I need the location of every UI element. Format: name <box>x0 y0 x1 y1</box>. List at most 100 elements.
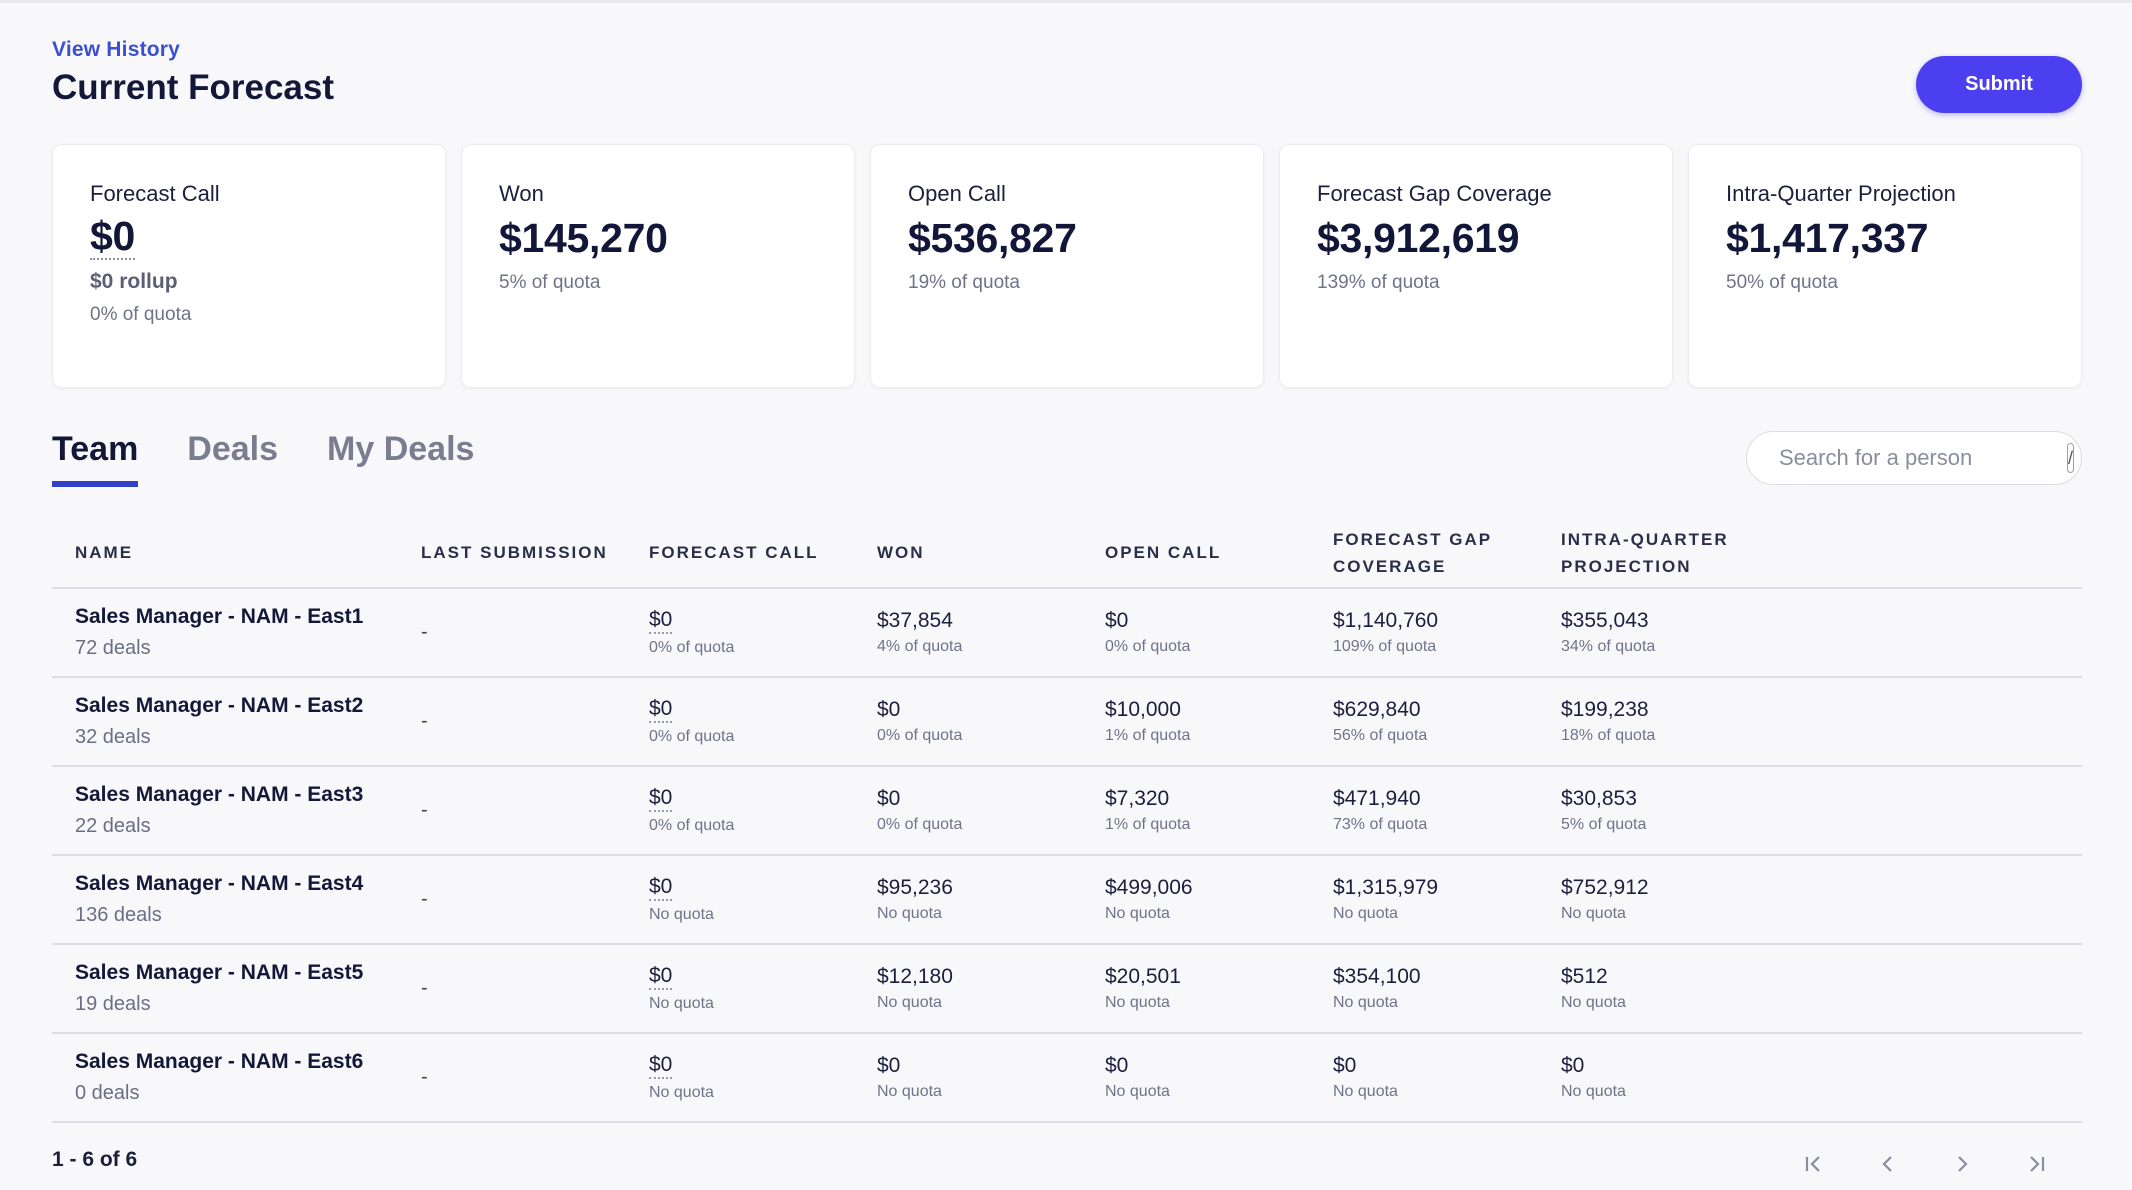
manager-name[interactable]: Sales Manager - NAM - East2 <box>75 694 364 717</box>
cell-quota: No quota <box>877 1083 942 1100</box>
column-header-line: INTRA-QUARTER <box>1561 529 1729 549</box>
tab-team[interactable]: Team <box>52 430 139 487</box>
table-body: Sales Manager - NAM - East1 72 deals - $0 0%… <box>52 589 2082 1123</box>
card-value[interactable]: $0 <box>90 213 136 261</box>
cell-value: $0 <box>1105 609 1129 632</box>
cell-value[interactable]: $0 <box>649 875 673 901</box>
page-title: Current Forecast <box>52 68 335 107</box>
table-cell: - <box>421 710 649 733</box>
cell-quota: No quota <box>1105 1083 1170 1100</box>
cell-value: $1,315,979 <box>1333 876 1439 899</box>
table-cell: $20,501 No quota <box>1105 965 1333 1012</box>
cell-quota: No quota <box>649 905 714 923</box>
cell-value[interactable]: $0 <box>649 1053 673 1079</box>
column-header-last-submission[interactable]: LAST SUBMISSION <box>421 543 608 562</box>
first-page-button[interactable] <box>1798 1150 1830 1178</box>
next-page-button[interactable] <box>1946 1150 1978 1178</box>
column-header-forecast-gap-coverage[interactable]: FORECAST GAP COVERAGE <box>1333 526 1561 580</box>
table-cell: - <box>421 977 649 1000</box>
cell-quota: No quota <box>1105 905 1170 922</box>
tab-my-deals[interactable]: My Deals <box>327 430 475 468</box>
manager-name[interactable]: Sales Manager - NAM - East6 <box>75 1050 364 1073</box>
column-header-intra-quarter-projection[interactable]: INTRA-QUARTER PROJECTION <box>1561 526 1789 580</box>
last-submission-value: - <box>421 799 428 821</box>
table-cell: $0 0% of quota <box>649 697 877 745</box>
last-page-button[interactable] <box>2020 1150 2052 1178</box>
cell-value: $0 <box>1105 1054 1129 1077</box>
cell-value[interactable]: $0 <box>649 964 673 990</box>
cell-value: $512 <box>1561 965 1608 988</box>
table-cell: $0 0% of quota <box>1105 609 1333 656</box>
view-tabs: Team Deals My Deals <box>52 430 474 487</box>
cell-value: $30,853 <box>1561 787 1637 810</box>
cell-value: $1,140,760 <box>1333 609 1439 632</box>
table-cell: - <box>421 1066 649 1089</box>
cell-value: $199,238 <box>1561 698 1649 721</box>
cell-value[interactable]: $0 <box>649 786 673 812</box>
table-cell: $0 No quota <box>649 964 877 1012</box>
cell-value[interactable]: $0 <box>649 697 673 723</box>
card-label: Open Call <box>908 181 1006 206</box>
table-row[interactable]: Sales Manager - NAM - East6 0 deals - $0 No … <box>52 1034 2082 1123</box>
last-page-icon <box>2030 1156 2045 1172</box>
table-row[interactable]: Sales Manager - NAM - East3 22 deals - $0 0%… <box>52 767 2082 856</box>
cell-quota: 0% of quota <box>649 727 735 745</box>
card-label: Forecast Gap Coverage <box>1317 181 1552 206</box>
cell-quota: No quota <box>1561 1083 1626 1100</box>
manager-name[interactable]: Sales Manager - NAM - East1 <box>75 605 364 628</box>
first-page-icon <box>1805 1156 1820 1172</box>
pagination-controls <box>1798 1150 2052 1178</box>
card-quota: 19% of quota <box>908 272 1020 293</box>
last-submission-value: - <box>421 1066 428 1088</box>
table-cell: $0 No quota <box>649 875 877 923</box>
table-row[interactable]: Sales Manager - NAM - East4 136 deals - $0 N… <box>52 856 2082 945</box>
table-cell: Sales Manager - NAM - East6 0 deals <box>52 1050 421 1105</box>
search-input[interactable] <box>1779 445 2067 471</box>
manager-name[interactable]: Sales Manager - NAM - East4 <box>75 872 364 895</box>
cell-value[interactable]: $0 <box>649 608 673 634</box>
column-header-name[interactable]: NAME <box>75 543 134 562</box>
deal-count: 0 deals <box>75 1082 140 1104</box>
column-header-open-call[interactable]: OPEN CALL <box>1105 543 1222 562</box>
deal-count: 72 deals <box>75 637 151 659</box>
forecast-gap-coverage-card: Forecast Gap Coverage $3,912,619 139% of… <box>1279 144 1673 388</box>
previous-page-button[interactable] <box>1872 1150 1904 1178</box>
cell-value: $471,940 <box>1333 787 1421 810</box>
cell-quota: 56% of quota <box>1333 727 1428 744</box>
table-cell: $199,238 18% of quota <box>1561 698 1789 745</box>
card-value: $145,270 <box>499 215 668 261</box>
manager-name[interactable]: Sales Manager - NAM - East5 <box>75 961 364 984</box>
table-header: NAME LAST SUBMISSION FORECAST CALL WON O… <box>52 518 2082 589</box>
table-cell: - <box>421 799 649 822</box>
summary-cards: Forecast Call $0 $0 rollup 0% of quota W… <box>52 144 2082 388</box>
column-header-won[interactable]: WON <box>877 543 925 562</box>
table-row[interactable]: Sales Manager - NAM - East1 72 deals - $0 0%… <box>52 589 2082 678</box>
cell-quota: 18% of quota <box>1561 727 1656 744</box>
deal-count: 19 deals <box>75 993 151 1015</box>
table-cell: $0 0% of quota <box>649 608 877 656</box>
table-row[interactable]: Sales Manager - NAM - East2 32 deals - $0 0%… <box>52 678 2082 767</box>
column-header-line: FORECAST GAP <box>1333 529 1493 549</box>
manager-name[interactable]: Sales Manager - NAM - East3 <box>75 783 364 806</box>
card-value: $3,912,619 <box>1317 215 1520 261</box>
person-search[interactable]: / <box>1746 431 2082 485</box>
table-row[interactable]: Sales Manager - NAM - East5 19 deals - $0 No… <box>52 945 2082 1034</box>
column-header-forecast-call[interactable]: FORECAST CALL <box>649 543 819 562</box>
table-cell: $0 No quota <box>877 1054 1105 1101</box>
cell-value: $0 <box>877 1054 901 1077</box>
tab-deals[interactable]: Deals <box>187 430 279 468</box>
cell-value: $37,854 <box>877 609 953 632</box>
table-cell: Sales Manager - NAM - East5 19 deals <box>52 961 421 1016</box>
card-rollup: $0 rollup <box>90 270 178 294</box>
view-history-link[interactable]: View History <box>52 38 181 61</box>
table-cell: $1,315,979 No quota <box>1333 876 1561 923</box>
previous-page-icon <box>1882 1156 1892 1172</box>
won-card: Won $145,270 5% of quota <box>461 144 855 388</box>
table-cell: $0 0% of quota <box>649 786 877 834</box>
cell-quota: No quota <box>1561 905 1626 922</box>
submit-button[interactable]: Submit <box>1916 56 2082 113</box>
last-submission-value: - <box>421 888 428 910</box>
forecast-call-card: Forecast Call $0 $0 rollup 0% of quota <box>52 144 446 388</box>
pagination-range: 1 - 6 of 6 <box>52 1148 138 1171</box>
